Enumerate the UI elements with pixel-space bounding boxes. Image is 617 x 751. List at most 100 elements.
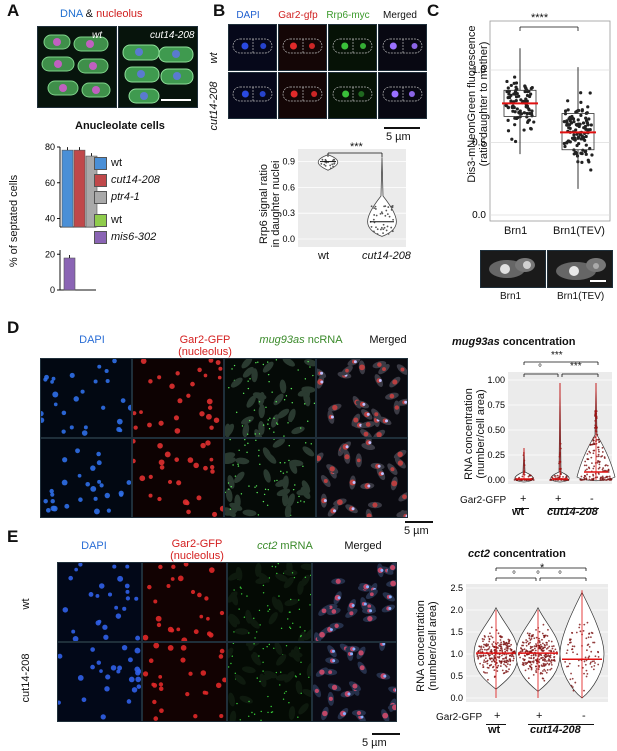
- e-gar2-minus: -: [582, 710, 586, 722]
- micrograph-tile: [142, 561, 227, 644]
- e-sig-mid: °: [536, 570, 540, 581]
- d-gar2-plus1: +: [520, 493, 527, 505]
- panel-a-image-title: DNA & nucleolus: [60, 8, 143, 20]
- b-header-merged: Merged: [383, 10, 417, 21]
- b-ytick: 0.0: [282, 234, 295, 244]
- micrograph-tile: [228, 24, 277, 71]
- ytick: 2.0: [450, 605, 463, 615]
- cells-mutant: [122, 44, 194, 104]
- a-ytick: 80: [45, 142, 55, 152]
- e-row-mutant: cut14-208: [20, 653, 32, 703]
- c-image-label-brn1tev: Brn1(TEV): [557, 291, 605, 302]
- micrograph-tile: [221, 438, 316, 519]
- ytick: 1.5: [450, 627, 463, 637]
- e-group-mutant: cut14-208: [530, 724, 581, 736]
- micrograph-tile: [131, 438, 226, 518]
- ytick: 0.75: [487, 400, 505, 410]
- a-ytick: 40: [45, 214, 55, 224]
- e-gar2-label: Gar2-GFP: [436, 712, 483, 723]
- bar-chart-ylabel: % of septated cells: [8, 174, 20, 268]
- e-gar2-plus2: +: [536, 710, 543, 722]
- micrograph-tile: [56, 642, 142, 722]
- panel-d-label: D: [7, 318, 20, 337]
- b-violin-plot: 0.0 0.3 0.6 0.9: [282, 149, 406, 247]
- legend-item: ptr4-1: [94, 189, 160, 206]
- c-box-plot: 0.0 0.5 1.0: [472, 20, 611, 222]
- nucleolus-label: nucleolus: [96, 8, 143, 20]
- micrograph-tile: [132, 357, 224, 438]
- b-header-rrp6: Rrp6-myc: [326, 10, 370, 21]
- b-ytick: 0.3: [282, 208, 295, 218]
- micrograph-a-mutant-label: cut14-208: [150, 30, 195, 41]
- e-gar2-plus1: +: [494, 710, 501, 722]
- c-image-label-brn1: Brn1: [500, 291, 522, 302]
- c-ytick: 1.0: [472, 65, 486, 76]
- panel-b-label: B: [213, 1, 226, 20]
- e-header-gar2: Gar2-GFP (nucleolus): [170, 538, 224, 562]
- d-scale-label: 5 µm: [404, 525, 429, 537]
- micrograph-tile: [223, 637, 316, 725]
- micrograph-tile: [224, 357, 318, 443]
- c-significance: ****: [531, 12, 549, 24]
- d-header-merged: Merged: [369, 334, 407, 346]
- c-image-brn1: [480, 250, 546, 288]
- ytick: 0.5: [450, 671, 463, 681]
- micrograph-tile: [40, 438, 132, 518]
- c-xtick-brn1tev: Brn1(TEV): [553, 225, 605, 237]
- d-group-wt: wt: [512, 506, 525, 518]
- b-ytick: 0.9: [282, 157, 295, 167]
- legend-item: wt: [94, 212, 160, 229]
- b-row-wt: wt: [208, 52, 220, 64]
- micrograph-tile: [142, 642, 228, 722]
- c-ytick: 0.5: [472, 138, 486, 149]
- e-scale-bar: [372, 733, 400, 735]
- d-group-mutant: cut14-208: [547, 506, 598, 518]
- ytick: 0.00: [487, 475, 505, 485]
- a-ytick: 20: [45, 249, 55, 259]
- panel-c-label: C: [427, 1, 440, 20]
- e-header-merged: Merged: [344, 540, 382, 552]
- legend-a: wt cut14-208 ptr4-1 wt mis6-302: [94, 155, 160, 246]
- bar-chart-title: Anucleolate cells: [75, 120, 165, 132]
- b-scale-label: 5 µm: [386, 131, 411, 143]
- b-xtick-wt: wt: [318, 250, 329, 262]
- a-ytick: 0: [50, 285, 55, 295]
- panel-a-label: A: [7, 1, 20, 20]
- b-xtick-mutant: cut14-208: [362, 250, 411, 262]
- bar-cut14-208: [73, 149, 86, 228]
- ytick: 1.0: [450, 649, 463, 659]
- ytick: 2.5: [450, 583, 463, 593]
- d-gar2-label: Gar2-GFP: [460, 495, 507, 506]
- c-ytick: 0.0: [472, 210, 486, 221]
- legend-item: wt: [94, 155, 160, 172]
- d-sig-left: °: [538, 363, 542, 374]
- micrograph-tile: [278, 24, 327, 71]
- d-scale-bar: [405, 521, 433, 523]
- bar-chart-a: 0 20 40 60 80: [45, 142, 98, 295]
- ytick: 0.25: [487, 450, 505, 460]
- bar-wt: [61, 149, 74, 228]
- b-header-dapi: DAPI: [236, 10, 260, 21]
- e-header-rna: cct2 mRNA: [257, 540, 313, 552]
- micrograph-tile: [313, 435, 411, 523]
- micrograph-a-wt-label: wt: [92, 30, 102, 41]
- d-sig-top: ***: [551, 350, 563, 361]
- d-gar2-minus: -: [590, 493, 594, 505]
- bar-mis6-302: [63, 257, 76, 291]
- e-sig-left: °: [512, 570, 516, 581]
- micrograph-tile: [38, 358, 134, 438]
- scale-bar: [161, 99, 191, 101]
- a-ytick: 60: [45, 178, 55, 188]
- micrograph-a-wt: [37, 26, 117, 108]
- micrograph-tile: [312, 561, 401, 646]
- d-header-dapi: DAPI: [79, 334, 105, 346]
- panel-e-label: E: [7, 527, 19, 546]
- micrograph-tile: [278, 72, 327, 119]
- b-row-mutant: cut14-208: [208, 81, 220, 131]
- ytick: 0.0: [450, 693, 463, 703]
- e-scale-label: 5 µm: [362, 737, 387, 749]
- e-plot-title: cct2 concentration: [468, 548, 566, 560]
- micrograph-tile: [314, 357, 412, 440]
- micrograph-tile: [378, 24, 427, 71]
- micrograph-a-mutant: [118, 26, 198, 108]
